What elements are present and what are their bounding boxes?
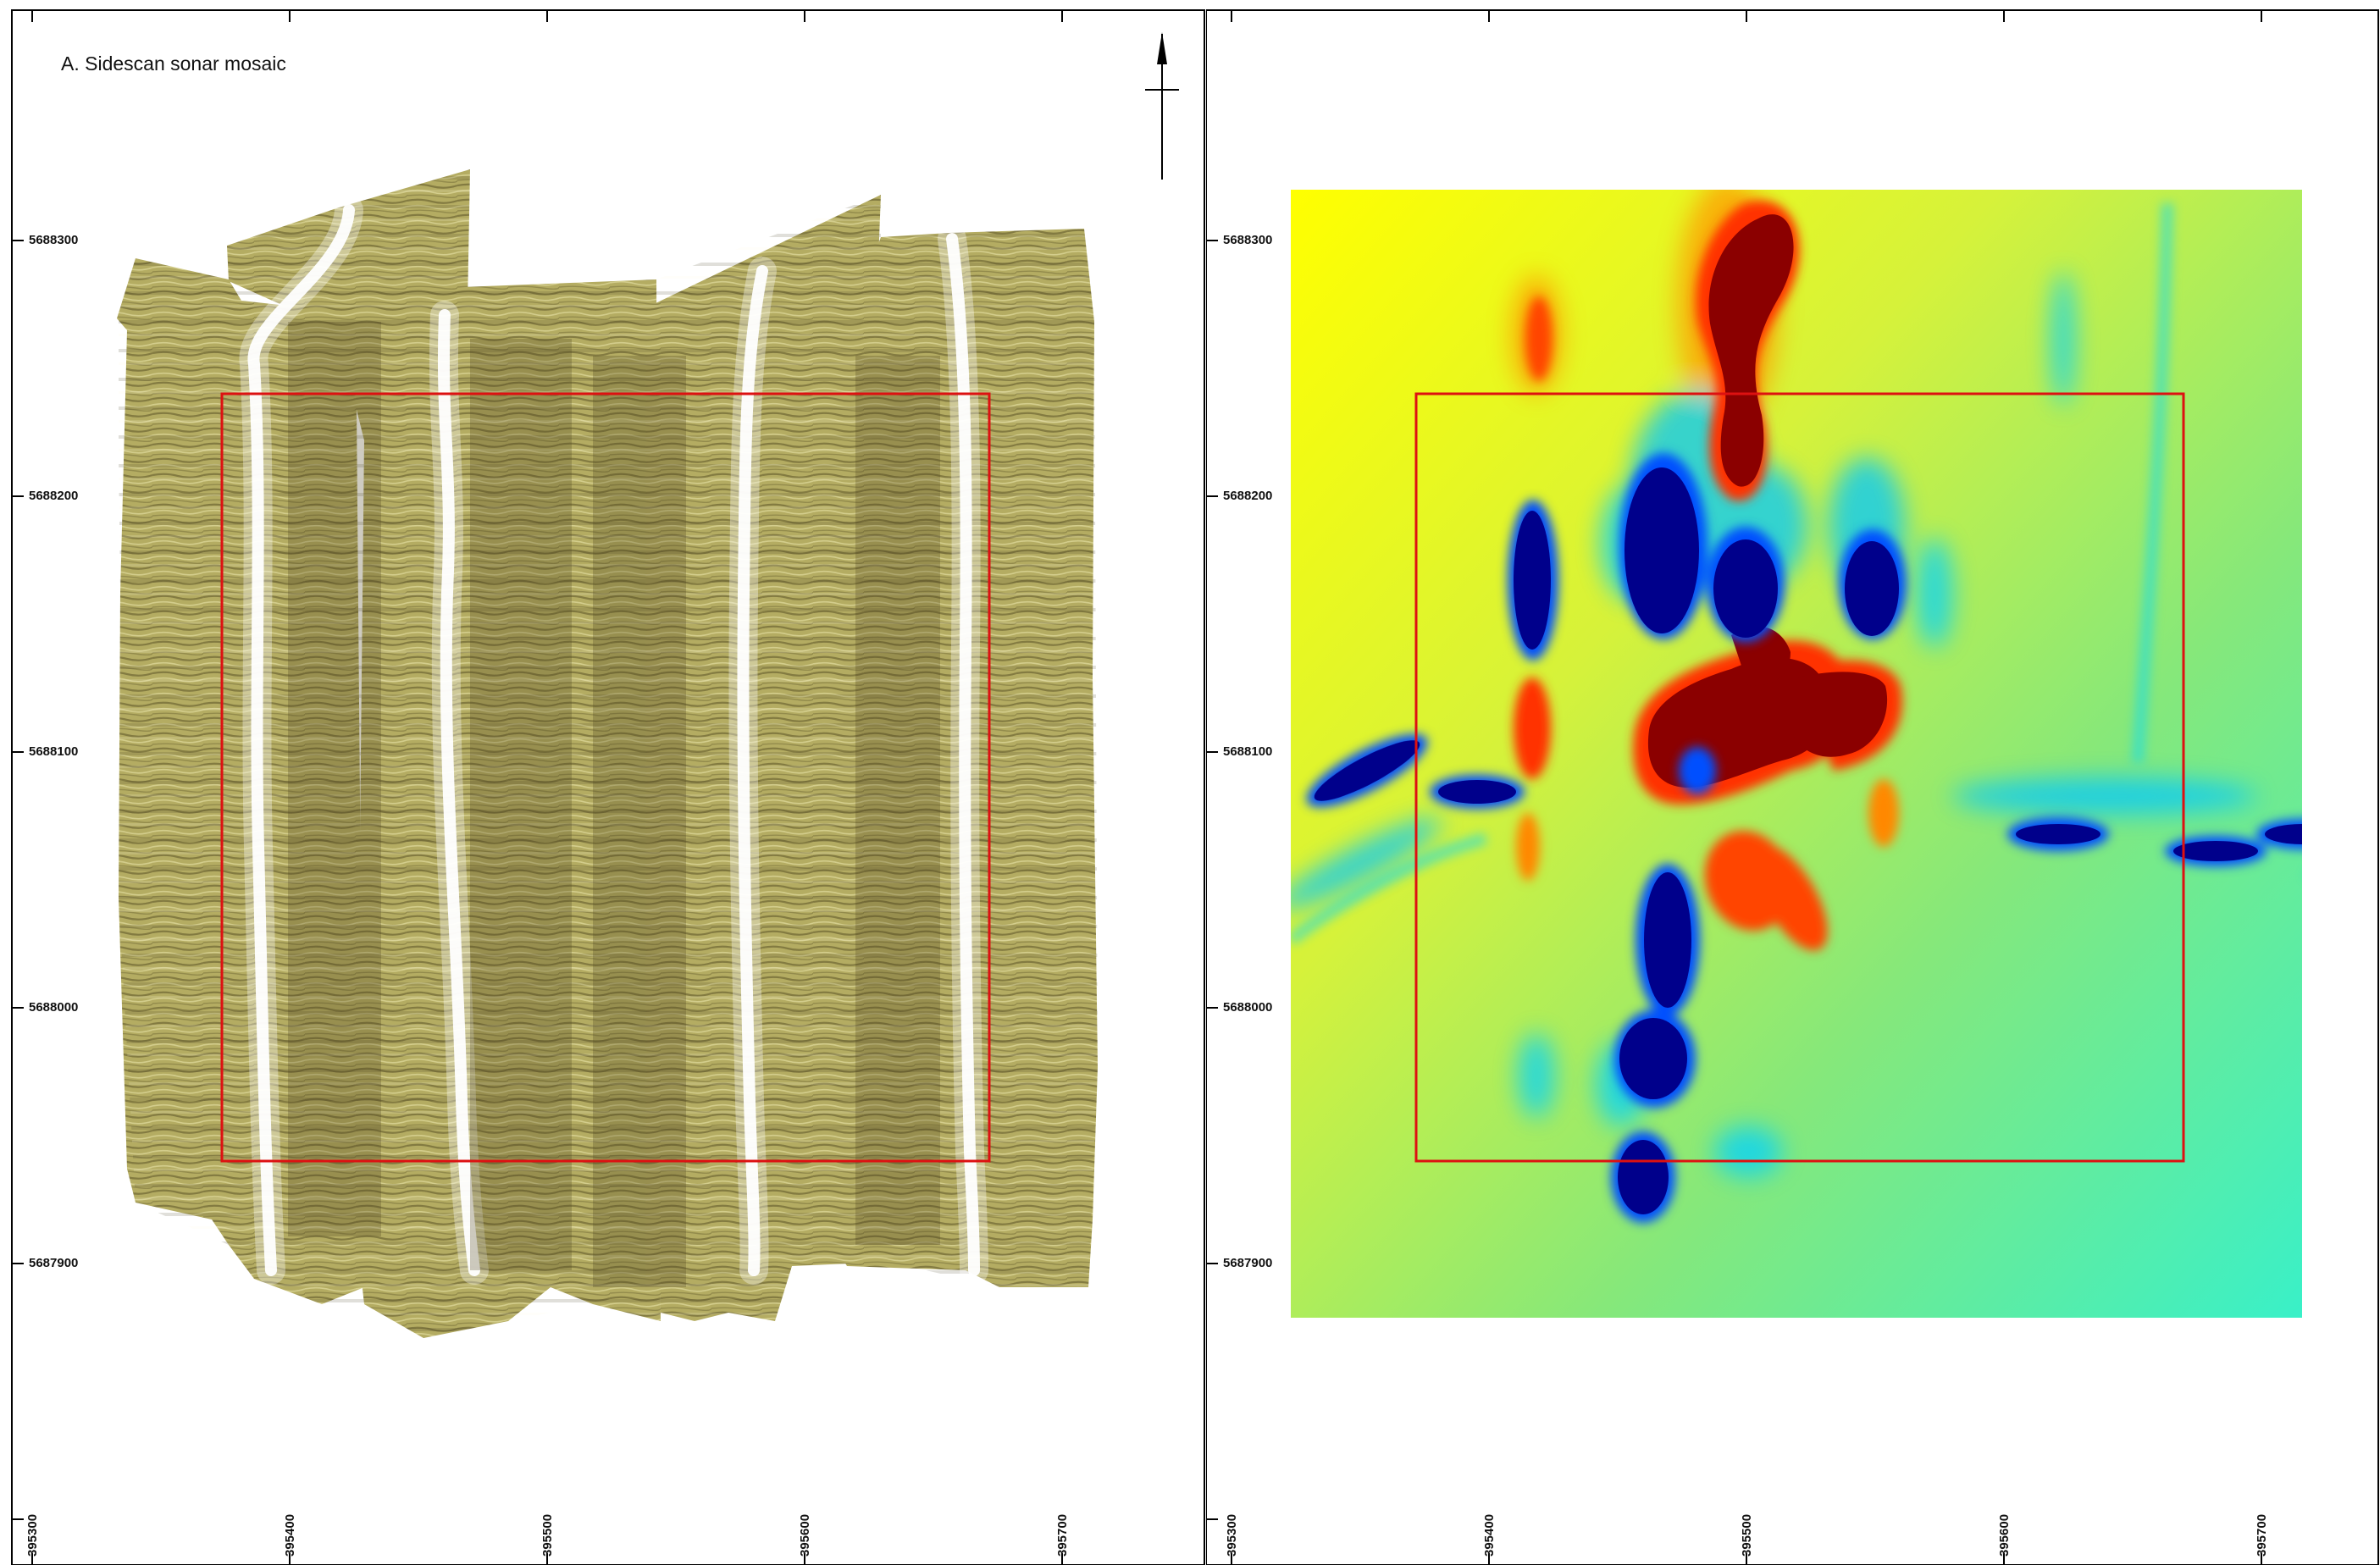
right-top-ticks xyxy=(1231,10,2262,22)
right-bottom-ticks xyxy=(1231,1553,2262,1565)
northing-label-right: 5688000 xyxy=(1223,1000,1273,1015)
easting-label-right: 395700 xyxy=(2255,1513,2269,1557)
northing-label-right: 5687900 xyxy=(1223,1256,1273,1270)
sonar-streaks xyxy=(119,169,1098,1338)
northing-label-right: 5688100 xyxy=(1223,744,1273,759)
left-bottom-ticks xyxy=(31,1553,1063,1565)
right-map-svg xyxy=(1206,9,2379,1565)
northing-label-left: 5688100 xyxy=(29,744,79,759)
northing-label-left: 5687900 xyxy=(29,1256,79,1270)
magnetic-anomaly-grid xyxy=(1291,190,2302,1318)
northing-label-left: 5688300 xyxy=(29,233,79,247)
easting-label-right: 395600 xyxy=(1997,1513,2012,1557)
study-area-box-right xyxy=(1414,392,2185,1163)
northing-label-left: 5688000 xyxy=(29,1000,79,1015)
north-arrow-icon xyxy=(1145,32,1179,180)
northing-label-right: 5688200 xyxy=(1223,489,1273,503)
sonar-dark-bands xyxy=(288,322,940,1287)
right-map-panel: 5688300 5688200 5688100 5688000 5687900 … xyxy=(1206,0,2380,1565)
easting-label-left: 395300 xyxy=(25,1513,40,1557)
right-map-frame xyxy=(1206,9,2379,1565)
left-map-panel: A. Sidescan sonar mosaic 5688300 5688200… xyxy=(11,9,1205,1565)
northing-label-right: 5688300 xyxy=(1223,233,1273,247)
left-map-frame xyxy=(11,9,1205,1565)
easting-label-left: 395700 xyxy=(1055,1513,1070,1557)
left-map-svg xyxy=(11,9,1205,1565)
left-top-ticks xyxy=(31,10,1063,22)
northing-label-left: 5688200 xyxy=(29,489,79,503)
left-panel-title: A. Sidescan sonar mosaic xyxy=(61,53,286,75)
right-side-ticks xyxy=(1206,240,1218,1520)
easting-label-left: 395600 xyxy=(798,1513,812,1557)
easting-label-right: 395500 xyxy=(1740,1513,1754,1557)
easting-label-left: 395500 xyxy=(540,1513,555,1557)
sonar-mosaic xyxy=(117,169,1098,1338)
easting-label-right: 395400 xyxy=(1482,1513,1497,1557)
easting-label-left: 395400 xyxy=(283,1513,297,1557)
left-side-ticks xyxy=(12,240,24,1520)
easting-label-right: 395300 xyxy=(1225,1513,1239,1557)
study-area-box-left xyxy=(220,392,991,1163)
